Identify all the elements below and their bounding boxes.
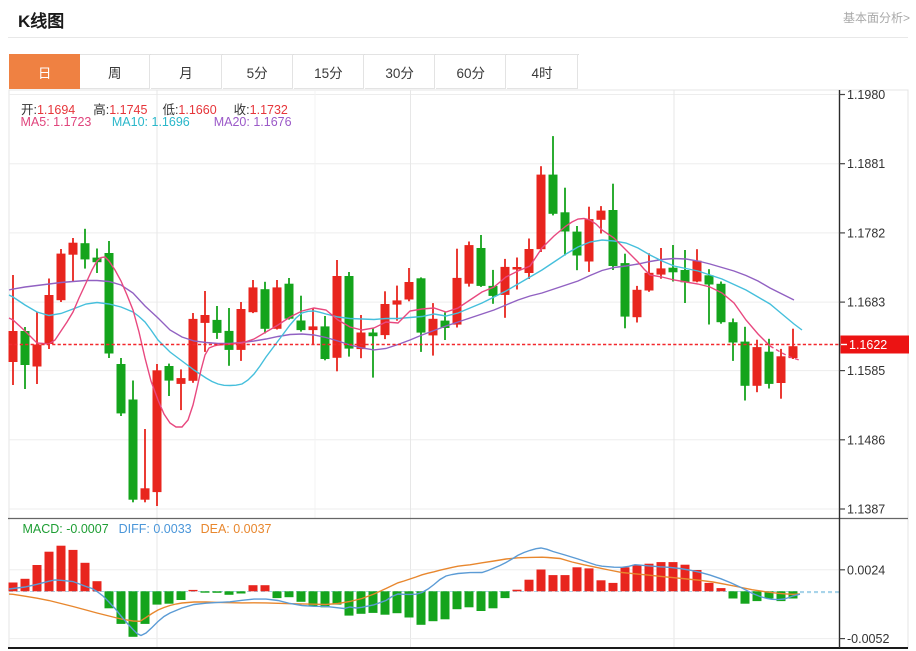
svg-text:1.1486: 1.1486	[847, 433, 885, 447]
svg-text:1.1782: 1.1782	[847, 226, 885, 240]
svg-text:0.0024: 0.0024	[847, 563, 885, 577]
svg-text:1.1622: 1.1622	[849, 338, 887, 352]
svg-text:1.1683: 1.1683	[847, 296, 885, 310]
svg-text:1.1881: 1.1881	[847, 157, 885, 171]
svg-text:1.1980: 1.1980	[847, 88, 885, 102]
svg-text:1.1585: 1.1585	[847, 364, 885, 378]
svg-text:-0.0052: -0.0052	[847, 632, 889, 646]
svg-text:1.1387: 1.1387	[847, 503, 885, 517]
